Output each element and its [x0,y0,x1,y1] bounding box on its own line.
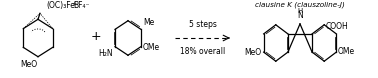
Text: OMe: OMe [337,47,355,56]
Text: MeO: MeO [20,60,37,69]
Text: Me: Me [143,18,154,27]
Text: +: + [71,1,76,6]
Text: OMe: OMe [143,43,160,52]
Text: H: H [297,8,303,14]
Text: (OC)₃Fe: (OC)₃Fe [46,1,75,10]
Text: N: N [297,11,303,20]
Text: +: + [91,29,101,43]
Text: H₂N: H₂N [98,49,113,58]
Text: MeO: MeO [245,48,262,57]
Text: 5 steps: 5 steps [189,20,217,29]
Text: BF₄⁻: BF₄⁻ [73,1,90,10]
Text: COOH: COOH [325,22,348,31]
Text: clausine K (clauszoline-J): clausine K (clauszoline-J) [255,2,345,9]
Text: 18% overall: 18% overall [180,47,225,56]
